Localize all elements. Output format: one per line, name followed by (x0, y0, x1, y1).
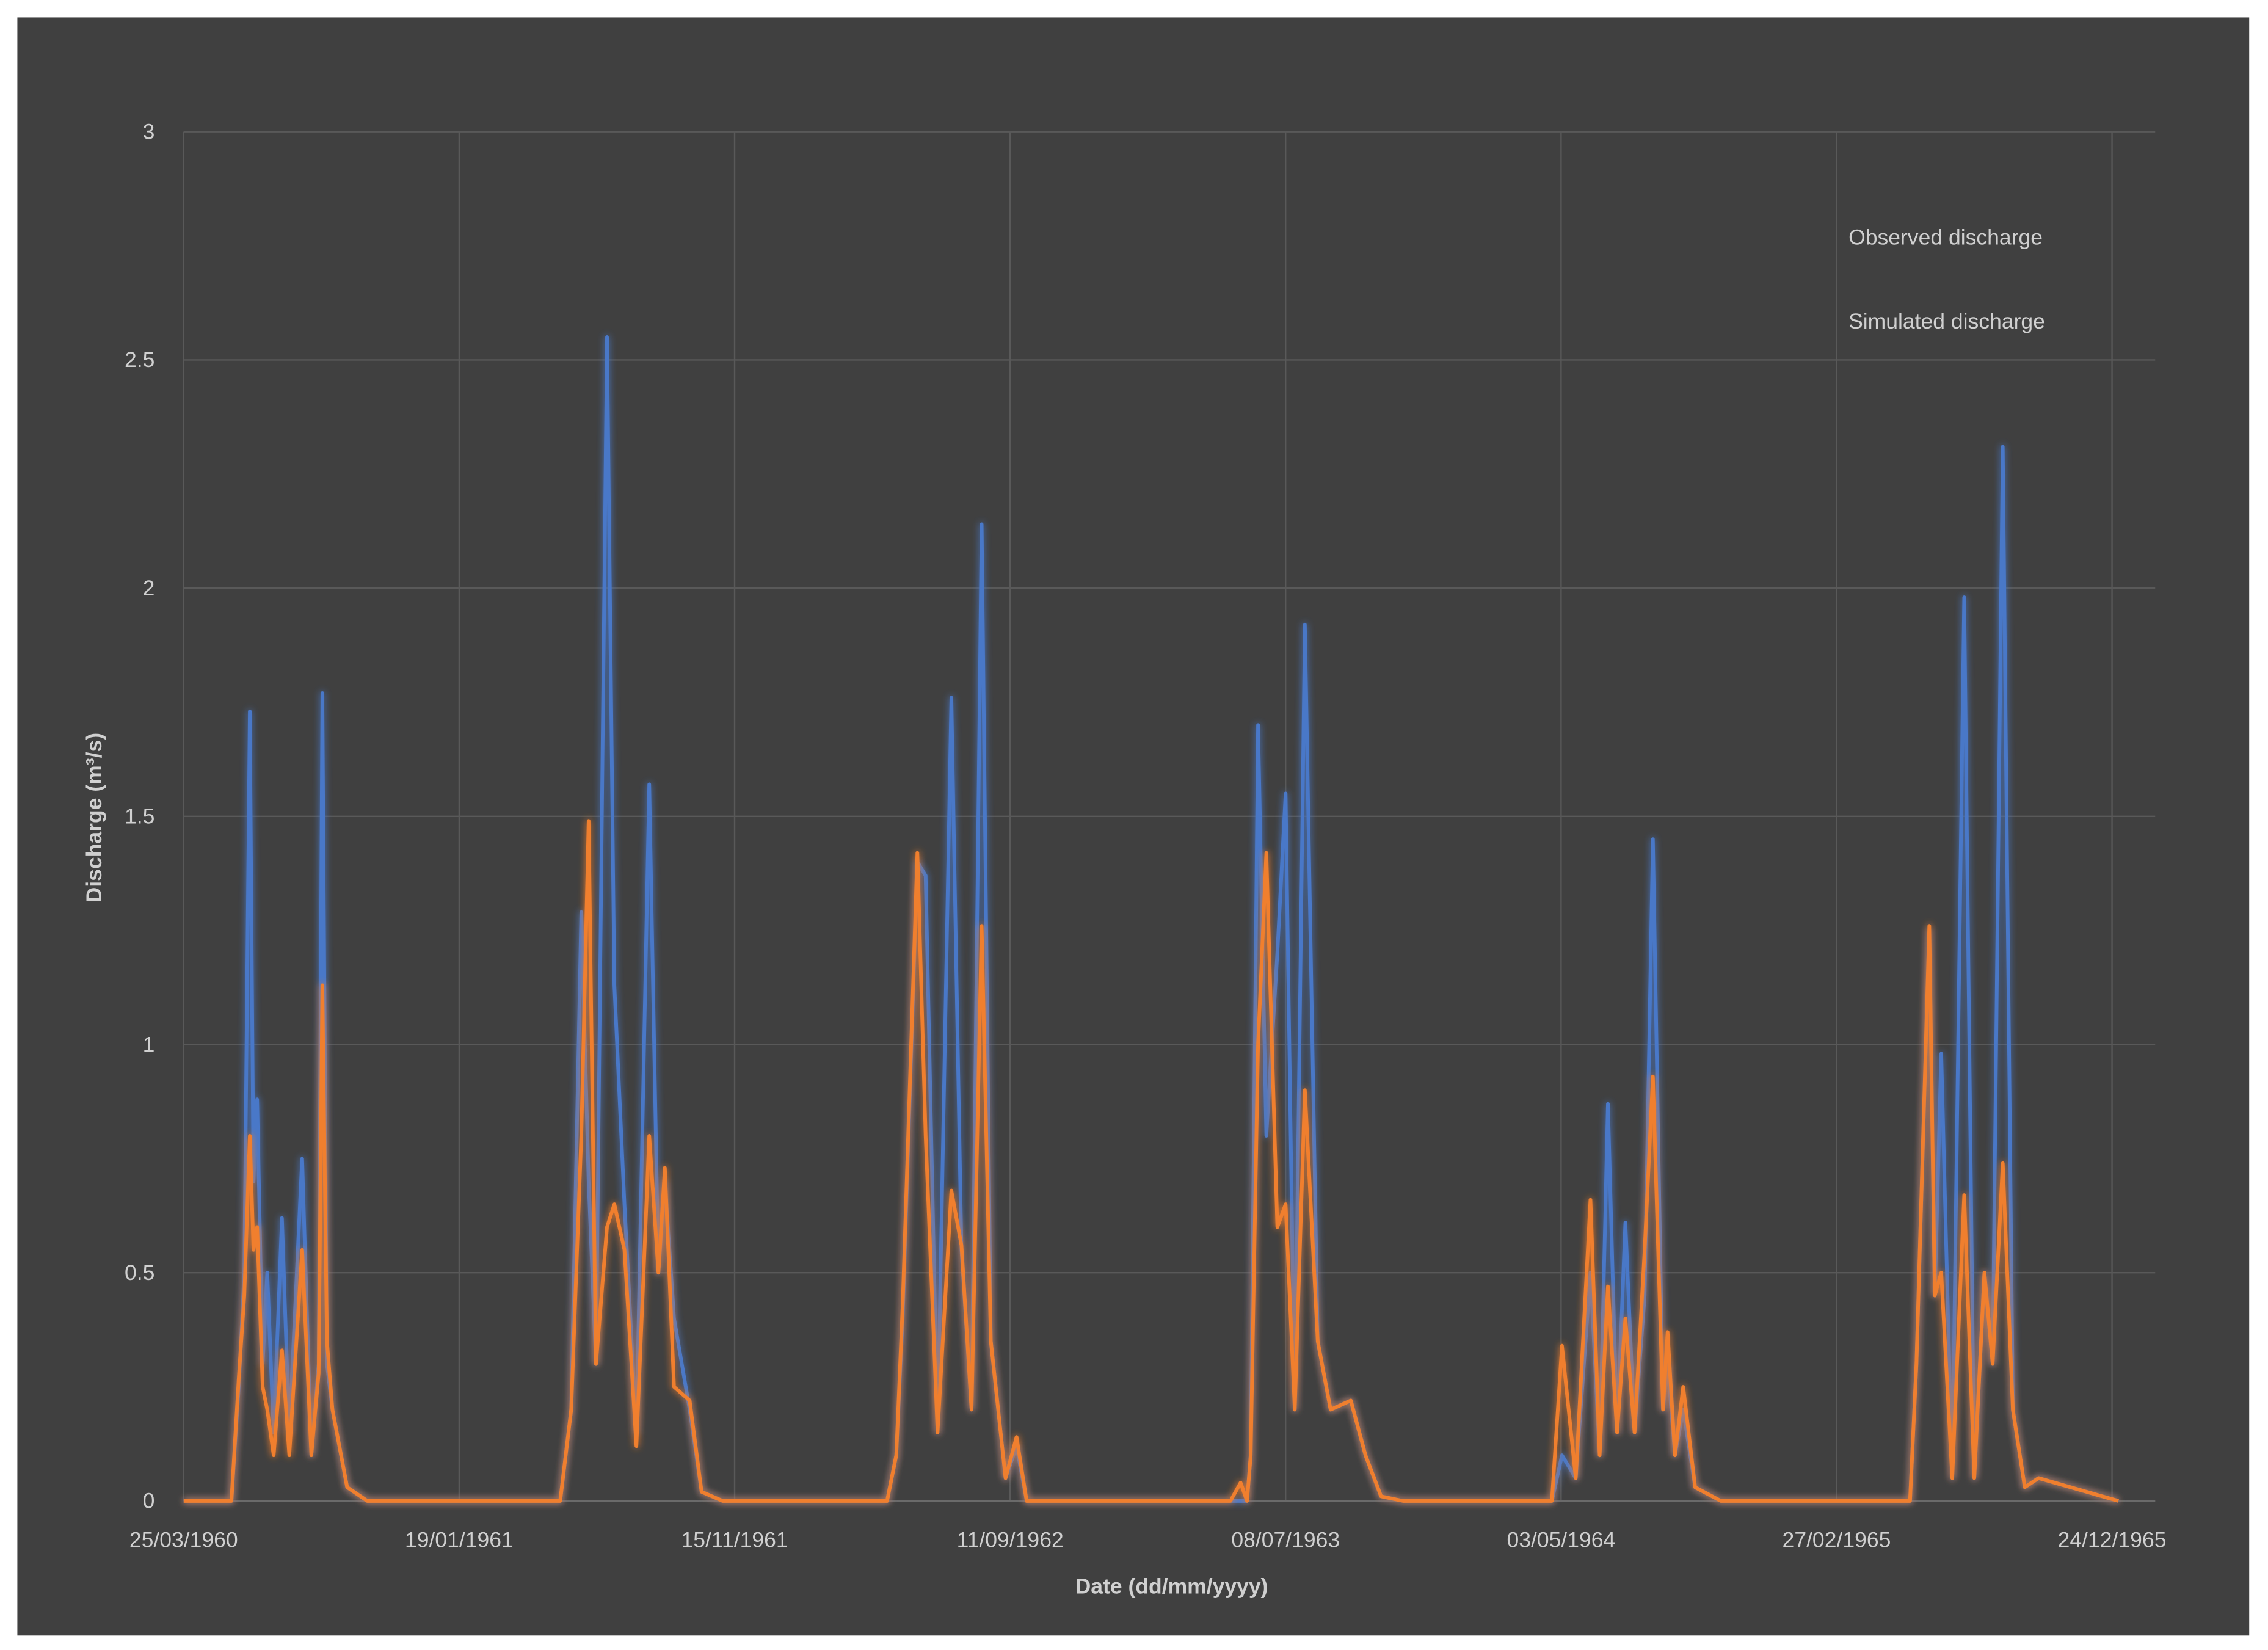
y-tick-label: 0.5 (125, 1260, 154, 1285)
y-tick-label: 1.5 (125, 804, 154, 829)
x-tick-label: 24/12/1965 (2058, 1528, 2167, 1552)
x-axis-label: Date (dd/mm/yyyy) (1075, 1574, 1268, 1599)
x-tick-label: 03/05/1964 (1507, 1528, 1615, 1552)
x-tick-label: 27/02/1965 (1783, 1528, 1891, 1552)
y-tick-label: 1 (143, 1032, 155, 1056)
x-tick-label: 08/07/1963 (1231, 1528, 1340, 1552)
legend-label: Simulated discharge (1848, 309, 2045, 333)
y-tick-label: 2 (143, 576, 155, 600)
y-axis-label: Discharge (m³/s) (82, 733, 106, 903)
y-tick-label: 3 (143, 120, 155, 144)
x-tick-label: 25/03/1960 (129, 1528, 238, 1552)
legend-label: Observed discharge (1848, 225, 2043, 250)
x-tick-label: 19/01/1961 (405, 1528, 514, 1552)
x-tick-label: 15/11/1961 (681, 1528, 788, 1552)
y-tick-label: 2.5 (125, 347, 154, 372)
data-line (183, 819, 2119, 1503)
chart-background (17, 17, 2250, 1636)
y-tick-label: 0 (143, 1489, 155, 1513)
x-tick-label: 11/09/1962 (957, 1528, 1064, 1552)
